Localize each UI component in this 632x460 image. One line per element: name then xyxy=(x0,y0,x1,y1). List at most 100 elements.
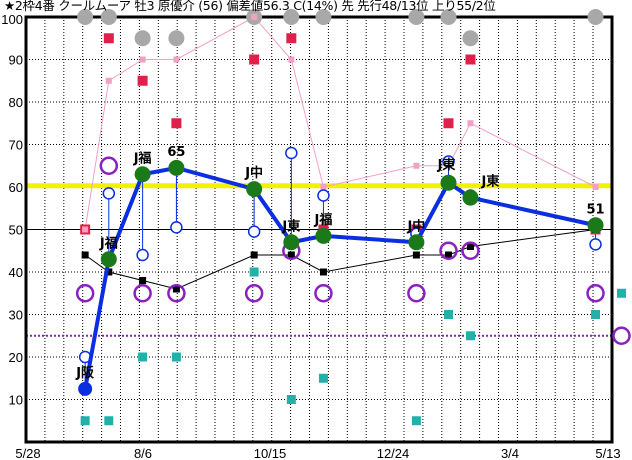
teal-point xyxy=(80,416,90,426)
red-point xyxy=(443,118,454,129)
purple-point xyxy=(133,284,152,303)
black-point xyxy=(172,285,180,293)
black-point xyxy=(105,268,113,276)
y-tick-label: 100 xyxy=(1,12,23,27)
main-point xyxy=(587,217,604,234)
x-tick-label: 8/6 xyxy=(134,446,152,460)
teal-point xyxy=(444,310,453,319)
chart-title: ★2枠4番 クールムーア 牡3 原優介 (56) 偏差値56.3 C(14%) … xyxy=(4,0,496,13)
purple-point xyxy=(586,284,605,303)
teal-point xyxy=(286,395,296,404)
teal-point xyxy=(104,416,114,426)
gray-point xyxy=(462,30,479,47)
red-point xyxy=(171,118,182,129)
open-blue-point xyxy=(442,155,455,168)
purple-point xyxy=(167,284,186,303)
gray-point xyxy=(77,9,94,25)
gray-point xyxy=(440,9,457,25)
pink-point xyxy=(320,184,327,190)
black-point xyxy=(445,251,452,259)
black-point xyxy=(287,251,295,259)
point-label: J福 xyxy=(99,235,118,251)
x-tick-label: 12/24 xyxy=(377,446,410,460)
y-tick-label: 60 xyxy=(9,180,23,195)
main-point xyxy=(78,381,93,396)
main-point xyxy=(168,159,185,176)
x-tick-label: 5/13 xyxy=(595,446,620,460)
teal-point xyxy=(171,352,181,362)
open-blue-point xyxy=(102,187,116,200)
purple-point xyxy=(439,241,458,260)
open-blue-point xyxy=(589,238,602,251)
next-teal-point xyxy=(617,288,626,298)
point-label: J福 xyxy=(314,212,333,228)
black-point xyxy=(81,251,89,259)
pink-point xyxy=(139,56,146,63)
red-point xyxy=(286,33,297,44)
open-blue-point xyxy=(136,248,149,262)
point-label: J東 xyxy=(437,157,456,173)
purple-point xyxy=(244,284,264,303)
red-point xyxy=(103,33,114,44)
point-label: 65 xyxy=(167,145,185,160)
point-label: 51 xyxy=(586,202,604,217)
teal-point xyxy=(249,267,259,277)
open-blue-point xyxy=(317,189,330,202)
point-label: J福 xyxy=(133,150,152,166)
y-tick-label: 20 xyxy=(9,350,23,365)
purple-point xyxy=(407,284,426,303)
black-point xyxy=(139,277,147,284)
pink-point xyxy=(173,56,180,63)
x-tick-label: 5/28 xyxy=(15,446,40,460)
gray-point xyxy=(587,9,604,25)
y-tick-label: 80 xyxy=(9,95,23,110)
pink-point xyxy=(592,184,599,190)
main-point xyxy=(100,251,117,268)
y-tick-label: 30 xyxy=(9,308,23,323)
teal-point xyxy=(411,416,421,426)
gray-point xyxy=(315,9,332,25)
black-point xyxy=(250,251,258,259)
main-point xyxy=(283,234,300,251)
y-tick-label: 40 xyxy=(9,265,23,280)
gray-point xyxy=(100,9,117,25)
x-tick-label: 3/4 xyxy=(501,446,519,460)
pink-point xyxy=(105,77,112,84)
pink-point xyxy=(82,226,89,233)
gray-point xyxy=(283,9,300,25)
red-point xyxy=(137,75,148,86)
main-point xyxy=(134,166,151,183)
y-tick-label: 90 xyxy=(9,53,23,68)
red-point xyxy=(465,54,476,65)
main-series-line xyxy=(83,165,596,390)
main-point xyxy=(246,181,263,198)
x-tick-label: 10/15 xyxy=(254,446,287,460)
pink-point xyxy=(467,120,474,127)
main-point xyxy=(408,234,425,251)
next-purple-point xyxy=(612,326,631,345)
point-label: J中 xyxy=(406,218,425,234)
open-blue-point xyxy=(247,225,261,238)
main-point xyxy=(315,227,332,244)
point-label: J阪 xyxy=(75,366,95,381)
purple-point xyxy=(75,284,95,303)
teal-point xyxy=(591,310,601,319)
point-label: J東 xyxy=(481,174,500,190)
purple-point xyxy=(461,241,480,260)
red-point xyxy=(249,54,260,65)
point-label: J中 xyxy=(244,165,263,181)
teal-point xyxy=(138,352,148,362)
teal-point xyxy=(318,373,328,383)
open-blue-point xyxy=(170,221,183,234)
pink-series-line xyxy=(84,16,596,230)
black-point xyxy=(412,251,420,259)
pink-point xyxy=(413,162,420,169)
purple-point xyxy=(99,156,119,175)
gray-point xyxy=(408,9,425,25)
point-label: J東 xyxy=(281,218,300,234)
y-tick-label: 10 xyxy=(9,393,23,408)
black-point xyxy=(466,243,474,250)
pink-point xyxy=(288,56,295,63)
pink-point xyxy=(251,14,258,20)
